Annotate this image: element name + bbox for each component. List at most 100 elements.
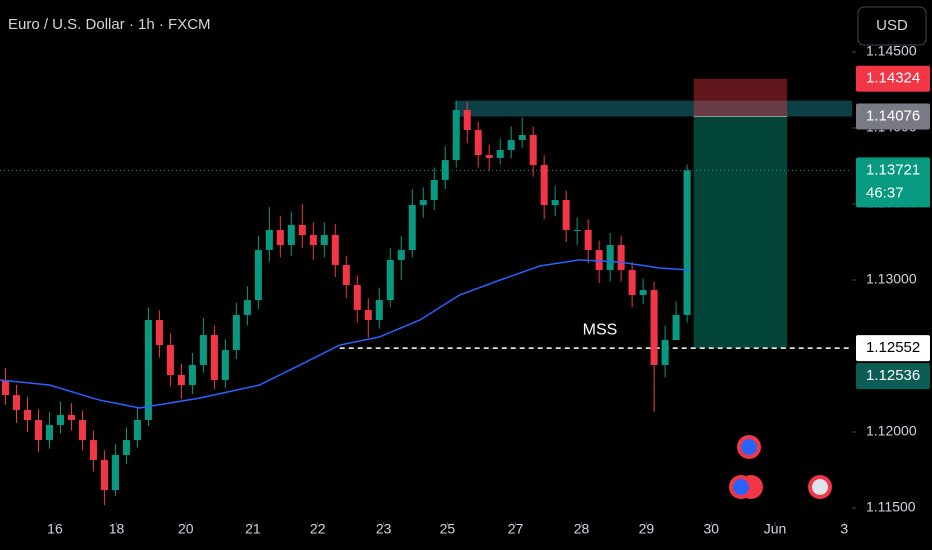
price-label-box: [856, 65, 930, 92]
y-tick-label: 1.14500: [866, 43, 917, 59]
candle-body: [254, 250, 262, 301]
candle-body: [364, 309, 372, 320]
x-tick-label: 16: [47, 521, 63, 537]
x-tick-label: 18: [109, 521, 125, 537]
countdown: 46:37: [866, 184, 904, 201]
candle-body: [353, 285, 361, 310]
candle-body: [298, 224, 306, 236]
candle-body: [672, 314, 680, 341]
candle-body: [397, 250, 405, 260]
candle-body: [485, 155, 493, 158]
candle-body: [232, 314, 240, 351]
candle-body: [1, 380, 10, 396]
candle-body: [683, 170, 691, 315]
candle-body: [496, 150, 504, 158]
price-label: 1.14076: [866, 107, 920, 124]
candle-body: [518, 134, 526, 141]
candle-body: [56, 414, 64, 426]
x-tick-label: 21: [245, 521, 261, 537]
candle-body: [595, 250, 603, 270]
y-tick-label: 1.12000: [866, 423, 917, 439]
candle-body: [441, 160, 449, 180]
candle-body: [573, 229, 581, 231]
candle-body: [166, 345, 174, 376]
candle-body: [67, 414, 75, 421]
candle-body: [342, 264, 350, 286]
candle-body: [551, 200, 559, 206]
x-tick-label: 22: [310, 521, 326, 537]
price-label: 1.13721: [866, 161, 920, 178]
event-icons: [729, 435, 832, 499]
candle-body: [584, 229, 592, 251]
y-tick-label: 1.13000: [866, 271, 917, 287]
candle-body: [309, 235, 317, 246]
candle-body: [430, 179, 438, 201]
candle-body: [89, 440, 97, 460]
candle-body: [650, 290, 658, 365]
candle-body: [45, 425, 53, 441]
candle-body: [177, 375, 185, 386]
price-label-box: [856, 157, 930, 208]
candle-body: [23, 409, 32, 421]
candle-body: [617, 245, 625, 270]
candle-body: [133, 420, 141, 441]
price-label: 1.12552: [866, 339, 920, 356]
x-tick-label: Jun: [764, 521, 787, 537]
stop-zone: [693, 78, 788, 117]
candle-body: [452, 110, 460, 161]
candle-body: [12, 395, 21, 410]
candle-body: [419, 200, 427, 206]
candle-body: [507, 140, 515, 151]
candle-body: [100, 459, 108, 491]
candle-body: [210, 335, 218, 381]
price-label: 1.14324: [866, 70, 920, 87]
candle-body: [78, 420, 86, 441]
x-tick-label: 28: [574, 521, 590, 537]
candle-body: [122, 440, 130, 455]
candle-body: [111, 454, 119, 491]
candle-body: [34, 420, 42, 441]
candle-body: [320, 235, 328, 246]
x-tick-label: 27: [508, 521, 524, 537]
candle-body: [155, 319, 163, 346]
candle-body: [529, 134, 537, 165]
candle-body: [386, 259, 394, 301]
candle-body: [562, 200, 570, 230]
candle-body: [661, 340, 669, 365]
currency-label[interactable]: USD: [876, 17, 908, 34]
price-label-box: [856, 103, 930, 130]
currency-button[interactable]: [857, 6, 927, 46]
candle-body: [628, 269, 636, 296]
candle-body: [199, 335, 207, 365]
candle-body: [540, 164, 548, 206]
event-icon-inner: [812, 479, 828, 495]
candle-body: [606, 245, 614, 270]
candle-body: [144, 319, 152, 421]
x-tick-label: 25: [440, 521, 456, 537]
moving-average: [0, 259, 690, 409]
candle-body: [331, 235, 339, 265]
event-icon-inner: [741, 439, 757, 455]
price-label-box: [856, 335, 930, 362]
candle-body: [474, 129, 482, 156]
event-icon-inner: [733, 479, 749, 495]
resistance-zone: [455, 100, 852, 117]
chart-title: Euro / U.S. Dollar · 1h · FXCM: [8, 16, 211, 33]
candle-body: [221, 350, 229, 381]
plot: MSS: [0, 78, 852, 505]
mss-label: MSS: [583, 321, 618, 338]
candle-body: [188, 364, 196, 386]
x-tick-label: 30: [703, 521, 719, 537]
target-zone: [693, 116, 788, 349]
y-tick-label: 1.11500: [866, 499, 916, 515]
candle-body: [408, 205, 416, 251]
time-axis-bg: [0, 522, 852, 550]
candle-body: [276, 229, 284, 246]
x-tick-label: 20: [178, 521, 194, 537]
x-tick-label: 23: [376, 521, 392, 537]
candle-body: [375, 300, 383, 320]
candle-body: [265, 229, 273, 251]
